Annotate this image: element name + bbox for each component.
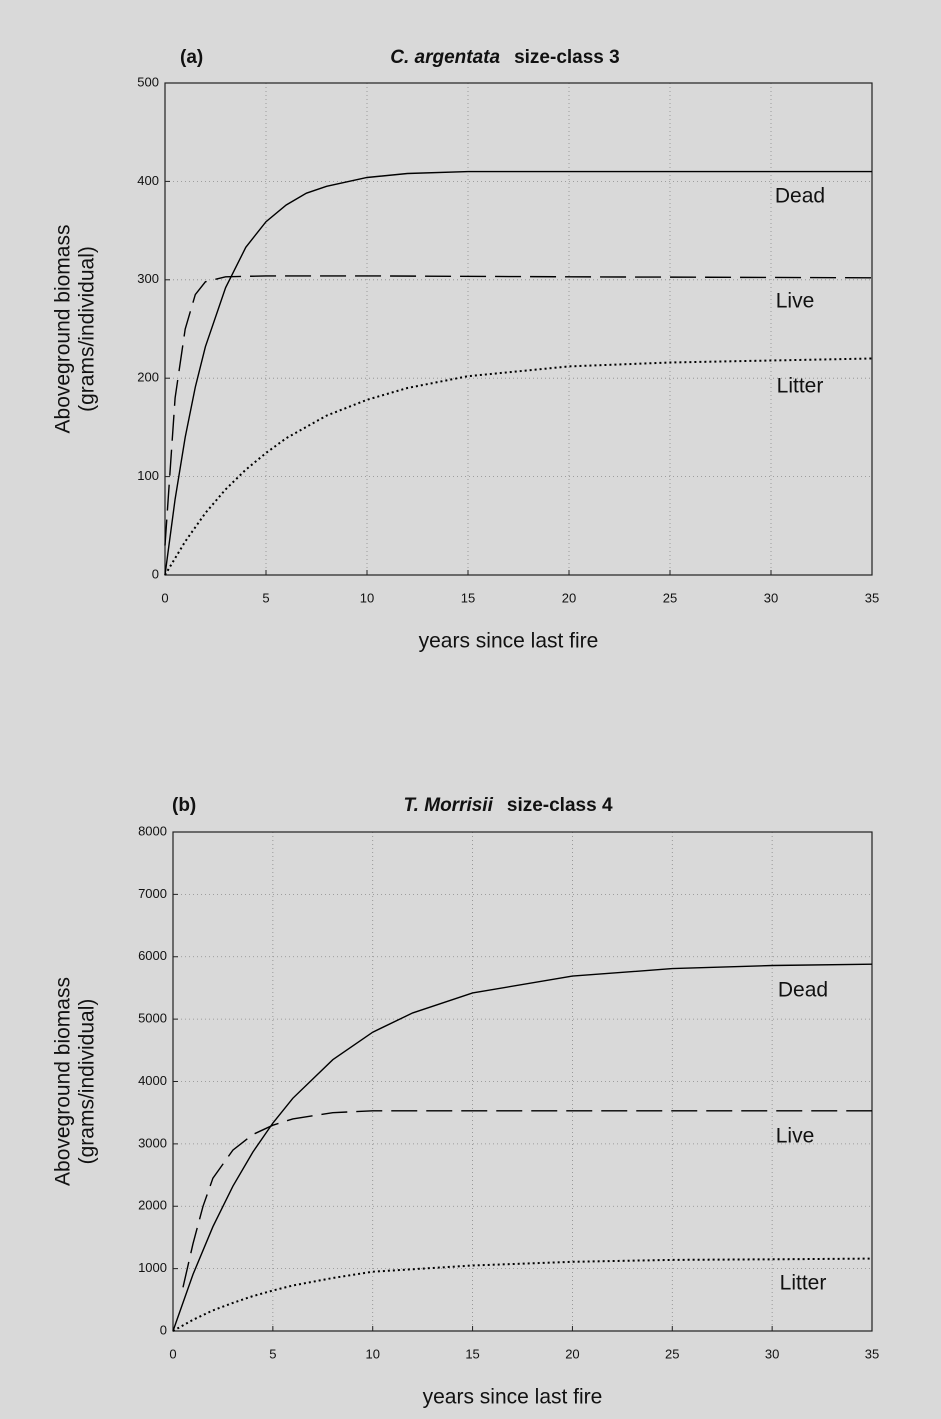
y-tick-label: 0 bbox=[160, 1322, 167, 1337]
y-tick-label: 0 bbox=[152, 566, 159, 581]
x-tick-label: 35 bbox=[865, 590, 879, 605]
data-line bbox=[164, 170, 872, 576]
x-tick-label: 5 bbox=[269, 1346, 276, 1361]
y-tick-label: 5000 bbox=[138, 1011, 167, 1026]
y-tick-label: 500 bbox=[137, 74, 159, 89]
y-axis-label: Aboveground biomass bbox=[52, 977, 75, 1186]
x-tick-label: 0 bbox=[161, 590, 168, 605]
y-axis-label: (grams/individual) bbox=[76, 246, 99, 412]
x-tick-label: 15 bbox=[461, 590, 475, 605]
y-tick-label: 2000 bbox=[138, 1198, 167, 1213]
series-label: Dead bbox=[778, 979, 828, 1002]
y-axis-label: Aboveground biomass bbox=[52, 225, 75, 434]
series-label: Live bbox=[776, 1125, 815, 1148]
y-tick-label: 4000 bbox=[138, 1073, 167, 1088]
x-tick-label: 35 bbox=[865, 1346, 879, 1361]
title-species: T. Morrisii bbox=[403, 795, 493, 816]
x-axis-label: years since last fire bbox=[419, 630, 599, 653]
x-tick-label: 25 bbox=[665, 1346, 679, 1361]
y-tick-label: 8000 bbox=[138, 823, 167, 838]
data-line bbox=[172, 963, 873, 1332]
series-label: Litter bbox=[777, 375, 824, 398]
x-tick-label: 5 bbox=[262, 590, 269, 605]
title-species: C. argentata bbox=[390, 47, 500, 68]
panel-label: (b) bbox=[172, 795, 196, 816]
x-tick-label: 15 bbox=[465, 1346, 479, 1361]
plot-frame bbox=[164, 82, 873, 576]
data-line bbox=[164, 275, 873, 546]
chart-title: T. Morrisii size-class 4 bbox=[403, 795, 612, 816]
x-axis-label: years since last fire bbox=[423, 1386, 603, 1409]
x-tick-label: 20 bbox=[562, 590, 576, 605]
x-tick-label: 10 bbox=[365, 1346, 379, 1361]
title-class: size-class 3 bbox=[514, 47, 620, 68]
title-class: size-class 4 bbox=[507, 795, 613, 816]
y-tick-label: 100 bbox=[137, 468, 159, 483]
x-tick-label: 10 bbox=[360, 590, 374, 605]
y-tick-label: 400 bbox=[137, 173, 159, 188]
y-tick-label: 1000 bbox=[138, 1260, 167, 1275]
data-line bbox=[164, 357, 873, 576]
y-tick-label: 300 bbox=[137, 271, 159, 286]
y-tick-label: 3000 bbox=[138, 1135, 167, 1150]
x-tick-label: 20 bbox=[565, 1346, 579, 1361]
panel-label: (a) bbox=[180, 47, 203, 68]
x-tick-label: 0 bbox=[169, 1346, 176, 1361]
x-tick-label: 30 bbox=[765, 1346, 779, 1361]
y-tick-label: 200 bbox=[137, 370, 159, 385]
chart-title: C. argentata size-class 3 bbox=[390, 47, 619, 68]
y-tick-label: 7000 bbox=[138, 886, 167, 901]
y-tick-label: 6000 bbox=[138, 948, 167, 963]
y-axis-label: (grams/individual) bbox=[76, 999, 99, 1165]
x-tick-label: 30 bbox=[764, 590, 778, 605]
series-label: Dead bbox=[775, 185, 825, 208]
series-label: Live bbox=[776, 290, 815, 313]
series-label: Litter bbox=[780, 1272, 827, 1295]
data-line bbox=[182, 1110, 872, 1288]
plot-frame bbox=[172, 831, 873, 1332]
x-tick-label: 25 bbox=[663, 590, 677, 605]
